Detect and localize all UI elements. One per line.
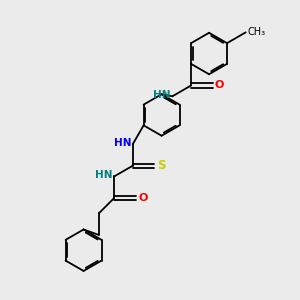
Text: O: O: [138, 193, 147, 203]
Text: HN: HN: [153, 90, 171, 100]
Text: HN: HN: [95, 170, 113, 180]
Text: CH₃: CH₃: [247, 27, 265, 38]
Text: O: O: [215, 80, 224, 91]
Text: HN: HN: [114, 138, 131, 148]
Text: S: S: [157, 159, 165, 172]
